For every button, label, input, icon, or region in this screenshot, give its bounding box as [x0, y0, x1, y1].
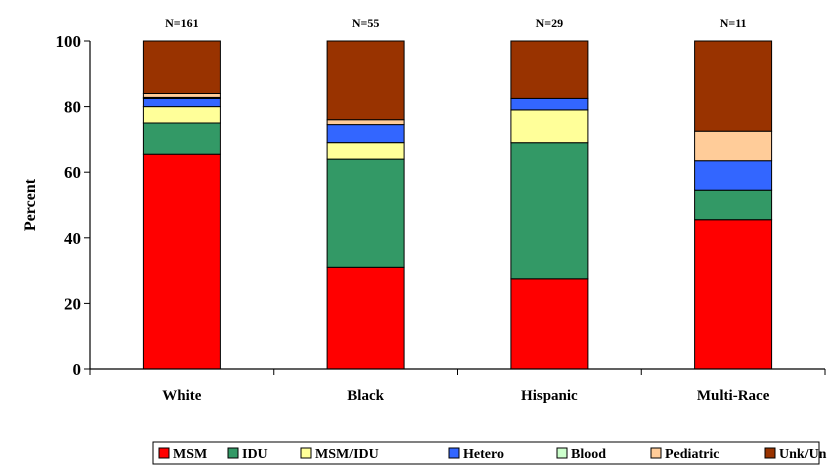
bar-segment-pediatric-white	[142, 93, 221, 98]
bar-segment-idu-black	[326, 158, 405, 268]
y-tick-label: 40	[64, 229, 81, 248]
bar-segment-hetero-black	[326, 124, 405, 144]
bar-segment-msm-black	[326, 266, 405, 370]
legend-swatch-msm	[158, 447, 170, 459]
y-tick-label: 0	[73, 360, 82, 379]
legend-label: IDU	[242, 447, 268, 462]
bar-segment-pediatric-multi-race	[694, 130, 773, 162]
legend-label: Hetero	[463, 447, 504, 462]
x-tick-label: Hispanic	[521, 388, 578, 404]
bar-segment-pediatric-black	[326, 119, 405, 126]
legend-swatch-unk-under-investigation	[764, 447, 776, 459]
bar-segment-unk-under-investigation-white	[142, 40, 221, 94]
x-tick-label: Black	[347, 388, 384, 404]
y-tick-label: 100	[56, 32, 82, 51]
x-tick-label: White	[162, 388, 202, 404]
bar-segment-msm-idu-black	[326, 142, 405, 160]
legend-label: Unk/Under Investigation	[779, 447, 827, 462]
y-tick-label: 20	[64, 294, 81, 313]
legend: MSM IDU MSM/IDU Hetero Blood Pediatric Unk/Und…	[152, 441, 827, 465]
bar-segment-unk-under-investigation-black	[326, 40, 405, 121]
legend-swatch-blood	[556, 447, 568, 459]
plot-area: White N=161 Black N=55 Hispanic N=29 Multi-Rac…	[56, 16, 826, 404]
legend-swatch-idu	[227, 447, 239, 459]
bar-segment-hetero-hispanic	[510, 97, 589, 111]
bar-segment-msm-multi-race	[694, 219, 773, 370]
bar-segment-unk-under-investigation-hispanic	[510, 40, 589, 99]
legend-label: Pediatric	[665, 447, 719, 462]
legend-swatch-pediatric	[650, 447, 662, 459]
bar-segment-idu-white	[142, 122, 221, 155]
legend-swatch-hetero	[448, 447, 460, 459]
y-axis-title: Percent	[22, 178, 39, 231]
x-tick-label: Multi-Race	[697, 388, 770, 404]
bar-segment-msm-hispanic	[510, 278, 589, 370]
bar-segment-hetero-white	[142, 97, 221, 108]
legend-swatch-msm-idu	[300, 447, 312, 459]
bar-segment-unk-under-investigation-multi-race	[694, 40, 773, 132]
legend-label: Blood	[571, 447, 606, 462]
y-tick-label: 60	[64, 163, 81, 182]
bar-segment-idu-multi-race	[694, 189, 773, 221]
bar-segment-hetero-multi-race	[694, 160, 773, 191]
bar-segment-idu-hispanic	[510, 142, 589, 280]
y-tick-label: 80	[64, 98, 81, 117]
bar-segment-msm-idu-white	[142, 106, 221, 124]
sample-size-label: N=11	[720, 16, 747, 30]
legend-label: MSM	[173, 447, 207, 462]
sample-size-label: N=161	[165, 16, 199, 30]
bar-segment-msm-white	[142, 153, 221, 370]
legend-label: MSM/IDU	[315, 447, 379, 462]
sample-size-label: N=55	[352, 16, 380, 30]
sample-size-label: N=29	[536, 16, 564, 30]
bar-segment-msm-idu-hispanic	[510, 109, 589, 144]
